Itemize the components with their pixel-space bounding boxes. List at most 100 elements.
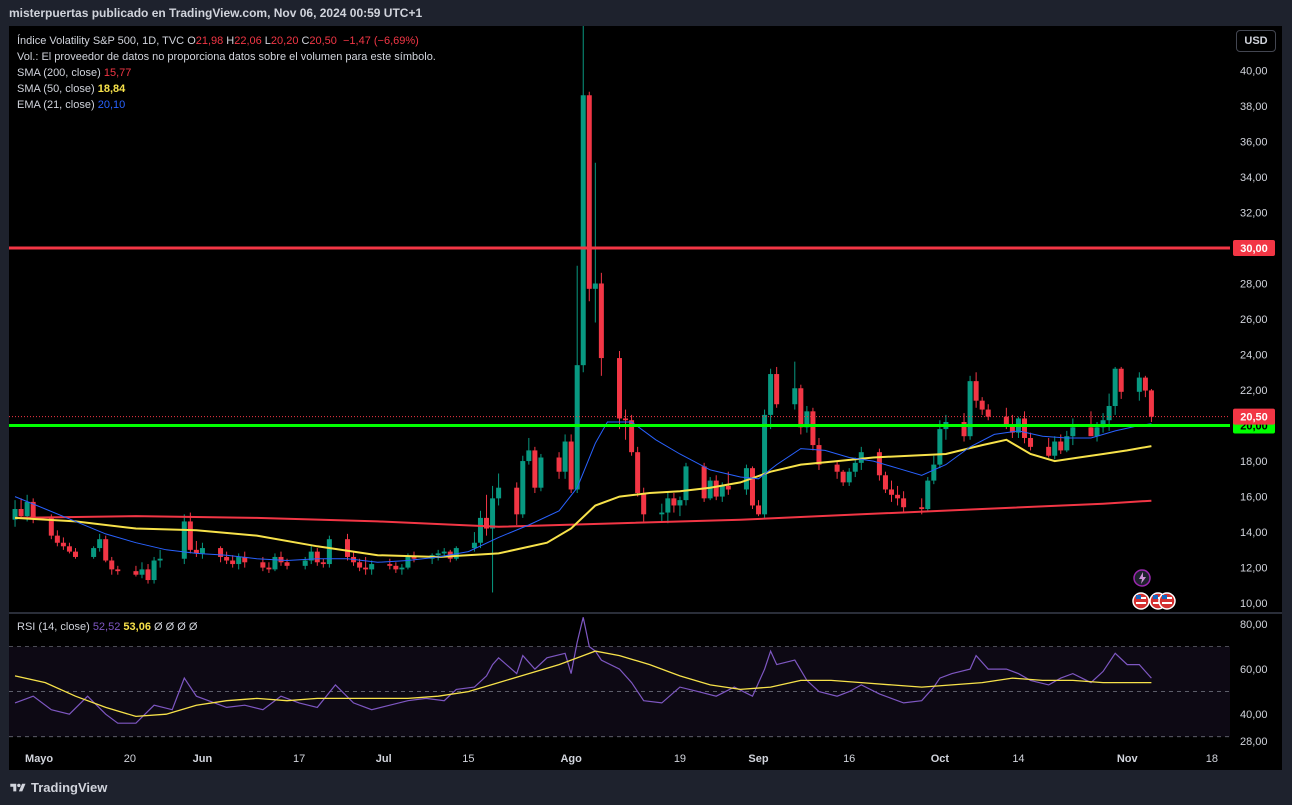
candle-body [556,457,562,472]
candle-body [756,505,762,515]
candle-body [1118,368,1124,392]
horizontal-line-label: 30,00 [1240,243,1268,255]
candle-body [635,452,641,494]
candle-body [369,564,375,570]
candle-body [858,452,864,463]
candle-body [961,421,967,437]
candle-body [623,418,629,421]
candle-body [876,452,882,476]
candle-body [477,517,483,543]
candle-body [308,551,314,561]
candle-body [538,457,544,488]
candle-body [387,564,393,566]
horizontal-line-label-bg [1233,239,1275,256]
rsi-legend[interactable]: RSI (14, close) 52,52 53,06 Ø Ø Ø Ø [17,621,197,633]
volume-note: Vol.: El proveedor de datos no proporcio… [17,51,436,63]
candle-body [1064,436,1070,451]
y-tick-label: 34,00 [1240,172,1268,184]
candle-body [931,464,937,481]
x-tick-label: 17 [293,753,305,765]
ema21-value: 20,10 [97,99,126,111]
candle-body [1094,427,1100,437]
candle-body [1112,368,1118,407]
x-tick-label: 18 [1206,753,1218,765]
sma50-legend[interactable]: SMA (50, close) 18,84 [17,81,436,97]
candle-body [532,450,538,488]
candle-body [834,464,840,472]
candle-body [151,560,157,581]
candle-body [363,567,369,570]
symbol-line: Índice Volatility S&P 500, 1D, TVC O21,9… [17,33,436,49]
candle-body [1003,416,1009,426]
y-tick-label: 38,00 [1240,101,1268,113]
y-tick-label: 32,00 [1240,207,1268,219]
x-tick-label: Sep [748,753,768,765]
rsi-ma-value: 53,06 [123,621,151,633]
candle-body [260,562,266,568]
price-legend: Índice Volatility S&P 500, 1D, TVC O21,9… [17,33,436,113]
candles-group [12,26,1154,593]
candle-body [1100,420,1106,428]
ohlc-value-h: 22,06 [234,35,262,47]
candle-body [199,548,205,554]
candle-body [72,551,78,557]
currency-button[interactable]: USD [1236,30,1276,52]
candle-body [181,521,187,559]
tradingview-brand[interactable]: TradingView [10,780,107,795]
candle-body [1021,418,1027,438]
sma50-value: 18,84 [97,83,126,95]
candle-body [659,512,665,515]
y-tick-label: 10,00 [1240,598,1268,610]
candle-body [792,388,798,405]
candle-body [629,420,635,453]
candle-body [762,414,768,515]
candle-body [193,549,199,554]
candle-body [979,400,985,410]
candle-body [713,480,719,497]
rsi-y-tick-label: 60,00 [1240,664,1268,676]
candle-body [846,471,852,483]
candle-body [901,498,907,508]
candle-body [91,548,97,557]
candle-body [393,565,399,570]
candle-body [320,562,326,565]
candle-body [1148,390,1154,417]
ohlc-key-c: C [301,35,310,47]
lightning-glyph-icon [1139,572,1146,584]
candle-body [804,411,810,428]
candle-body [326,539,332,565]
x-tick-label: 16 [843,753,855,765]
candle-body [344,539,350,557]
candle-body [677,500,683,506]
candle-body [1136,377,1142,392]
candle-body [1106,406,1112,421]
candle-body [399,567,405,570]
last-price-label: 20,50 [1240,412,1268,424]
ema21-legend[interactable]: EMA (21, close) 20,10 [17,97,436,113]
footer-bar [0,771,1292,805]
candle-body [187,521,193,550]
y-tick-label: 36,00 [1240,136,1268,148]
candle-body [302,560,308,566]
candle-body [405,556,411,568]
candle-body [242,556,248,563]
rsi-y-tick-label: 80,00 [1240,619,1268,631]
flag-stripe [1153,602,1163,604]
candle-body [919,507,925,510]
candle-body [1142,377,1148,391]
candle-body [562,441,568,472]
ohlc-value-c: 20,50 [309,35,337,47]
candle-body [441,551,447,554]
candle-body [816,445,822,465]
candle-body [586,95,592,289]
candle-body [284,562,290,566]
sma200-value: 15,77 [103,67,132,79]
candle-body [701,466,707,499]
rsi-line-1 [14,650,1152,718]
candle-body [985,409,991,417]
x-tick-label: Jun [193,753,213,765]
sma200-legend[interactable]: SMA (200, close) 15,77 [17,65,436,81]
ma-line-0 [14,499,1152,528]
tradingview-logo-icon [10,783,26,791]
